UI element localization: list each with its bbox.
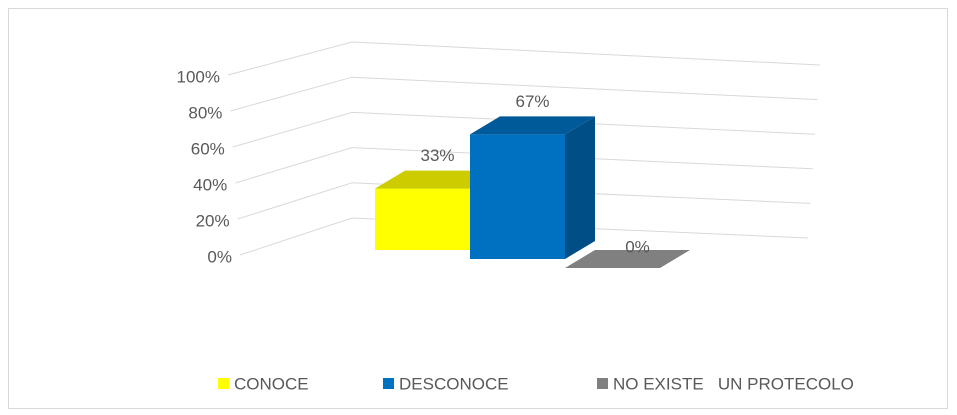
grid-line [239, 217, 809, 256]
legend-label: DESCONOCE [399, 374, 509, 393]
grid-line [237, 182, 811, 220]
legend-label: NO EXISTE UN PROTECOLO [613, 374, 854, 393]
legend-swatch [383, 378, 394, 389]
data-label: 0% [625, 237, 650, 256]
grid-line [227, 41, 821, 76]
y-tick-label: 0% [207, 247, 232, 266]
bar-side [565, 116, 595, 259]
bar-top [470, 116, 595, 135]
bar [470, 134, 565, 259]
bar-top [565, 250, 690, 268]
y-tick-label: 100% [177, 67, 220, 86]
bar [375, 188, 470, 250]
legend-swatch [597, 378, 608, 389]
y-tick-label: 20% [196, 211, 230, 230]
bar-top [375, 170, 500, 189]
grid-line [230, 76, 818, 112]
data-label: 33% [420, 146, 454, 165]
y-tick-label: 40% [193, 175, 227, 194]
y-tick-label: 60% [191, 139, 225, 158]
grid-line [232, 111, 816, 148]
y-tick-label: 80% [188, 103, 222, 122]
data-label: 67% [515, 92, 549, 111]
legend-label: CONOCE [234, 374, 309, 393]
legend-swatch [218, 378, 229, 389]
grid-line [235, 147, 813, 184]
